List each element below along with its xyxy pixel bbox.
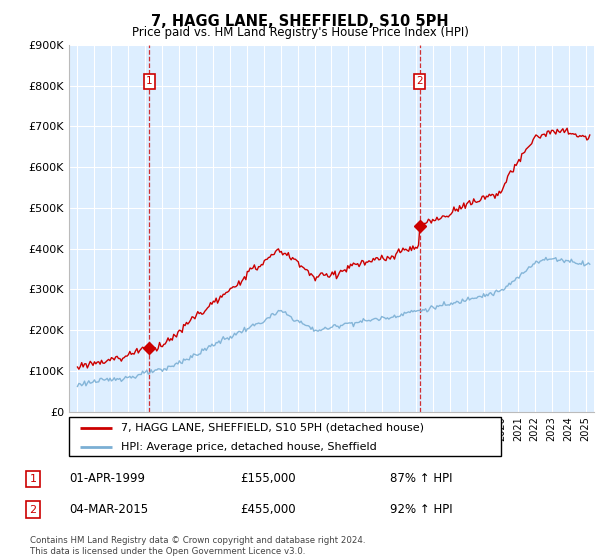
Text: Price paid vs. HM Land Registry's House Price Index (HPI): Price paid vs. HM Land Registry's House …	[131, 26, 469, 39]
Text: £155,000: £155,000	[240, 472, 296, 486]
Text: Contains HM Land Registry data © Crown copyright and database right 2024.
This d: Contains HM Land Registry data © Crown c…	[30, 536, 365, 556]
Text: 7, HAGG LANE, SHEFFIELD, S10 5PH: 7, HAGG LANE, SHEFFIELD, S10 5PH	[151, 14, 449, 29]
Text: 04-MAR-2015: 04-MAR-2015	[69, 503, 148, 516]
Text: 1: 1	[29, 474, 37, 484]
Text: 7, HAGG LANE, SHEFFIELD, S10 5PH (detached house): 7, HAGG LANE, SHEFFIELD, S10 5PH (detach…	[121, 423, 424, 433]
Text: £455,000: £455,000	[240, 503, 296, 516]
Text: 01-APR-1999: 01-APR-1999	[69, 472, 145, 486]
Text: 2: 2	[416, 77, 423, 86]
Text: 92% ↑ HPI: 92% ↑ HPI	[390, 503, 452, 516]
Text: 87% ↑ HPI: 87% ↑ HPI	[390, 472, 452, 486]
Text: 1: 1	[146, 77, 153, 86]
Text: HPI: Average price, detached house, Sheffield: HPI: Average price, detached house, Shef…	[121, 442, 377, 452]
Text: 2: 2	[29, 505, 37, 515]
